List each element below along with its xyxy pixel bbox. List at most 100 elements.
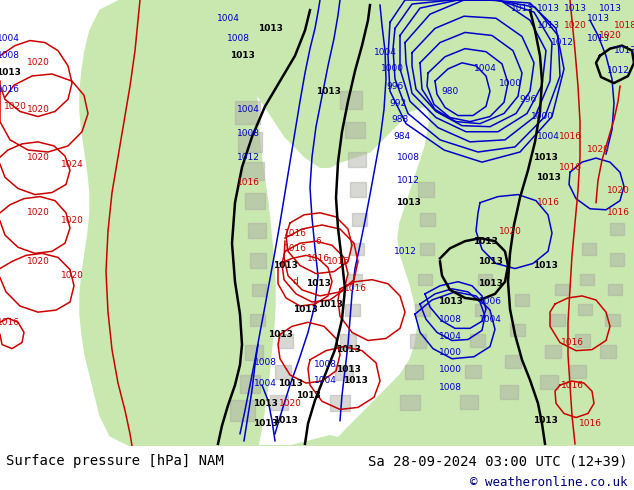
Bar: [418, 182, 434, 196]
Text: 1012: 1012: [394, 247, 417, 256]
Text: 1013: 1013: [292, 305, 318, 314]
Text: 1013: 1013: [437, 297, 462, 307]
Bar: [405, 365, 423, 379]
Bar: [350, 182, 366, 196]
Text: 1013: 1013: [342, 375, 368, 385]
Bar: [505, 355, 521, 368]
Text: 1004: 1004: [479, 315, 501, 324]
Bar: [570, 365, 586, 378]
Text: 1013: 1013: [273, 261, 297, 270]
Text: 1013: 1013: [533, 261, 557, 270]
Bar: [275, 365, 291, 379]
Text: 1013: 1013: [586, 14, 609, 23]
Bar: [475, 304, 489, 316]
Text: 1004: 1004: [236, 105, 259, 114]
Text: 1016: 1016: [536, 198, 559, 207]
Bar: [610, 223, 624, 235]
Text: 1020: 1020: [27, 257, 49, 266]
Bar: [330, 395, 350, 412]
Polygon shape: [210, 0, 275, 446]
Text: 1013: 1013: [614, 46, 634, 55]
Text: 1013: 1013: [306, 279, 330, 288]
Bar: [410, 334, 426, 347]
Text: 1012: 1012: [236, 152, 259, 162]
Text: 1000: 1000: [498, 78, 522, 88]
Bar: [230, 400, 255, 420]
Bar: [340, 335, 356, 348]
Text: 1008: 1008: [439, 383, 462, 392]
Text: 1004: 1004: [439, 332, 462, 341]
Text: 1013: 1013: [533, 416, 557, 425]
Text: 1020: 1020: [598, 31, 621, 40]
Bar: [545, 344, 561, 358]
Text: Surface pressure [hPa] NAM: Surface pressure [hPa] NAM: [6, 454, 224, 468]
Text: © weatheronline.co.uk: © weatheronline.co.uk: [470, 476, 628, 489]
Text: 1006: 1006: [479, 297, 501, 307]
Bar: [605, 314, 620, 326]
Bar: [345, 122, 365, 138]
Text: 1013: 1013: [598, 3, 621, 13]
Bar: [352, 213, 367, 226]
Text: 1016: 1016: [0, 85, 20, 94]
Bar: [252, 284, 266, 296]
Text: 1013: 1013: [536, 3, 559, 13]
Bar: [240, 375, 260, 393]
Text: 1013: 1013: [295, 391, 320, 400]
Bar: [235, 101, 260, 123]
Bar: [608, 284, 622, 295]
Bar: [500, 385, 518, 399]
Bar: [555, 284, 569, 295]
Bar: [348, 273, 362, 286]
Bar: [250, 253, 266, 268]
Bar: [470, 335, 485, 346]
Text: 1004: 1004: [474, 64, 496, 74]
Text: 1016: 1016: [327, 257, 349, 266]
Text: 1000: 1000: [439, 348, 462, 357]
Text: 992: 992: [389, 99, 406, 108]
Bar: [245, 193, 265, 209]
Bar: [242, 162, 264, 180]
Text: 1016: 1016: [559, 163, 581, 172]
Text: 1013: 1013: [318, 299, 342, 309]
Text: 1008: 1008: [439, 315, 462, 324]
Bar: [340, 91, 362, 109]
Text: 1008: 1008: [0, 51, 20, 60]
Bar: [510, 324, 525, 337]
Text: 1000: 1000: [380, 64, 403, 74]
Bar: [248, 223, 266, 238]
Text: 1013: 1013: [396, 198, 420, 207]
Bar: [418, 273, 432, 285]
Text: 1012: 1012: [550, 38, 573, 47]
Text: Sa 28-09-2024 03:00 UTC (12+39): Sa 28-09-2024 03:00 UTC (12+39): [368, 454, 628, 468]
Text: 1018: 1018: [614, 21, 634, 30]
Text: 1004: 1004: [314, 375, 337, 385]
Text: 1020: 1020: [61, 271, 84, 280]
Text: 1013: 1013: [273, 416, 297, 425]
Text: 1004: 1004: [373, 48, 396, 57]
Text: 1016: 1016: [0, 318, 20, 327]
Text: 1013: 1013: [536, 173, 560, 182]
Bar: [578, 304, 592, 315]
Text: 1008: 1008: [226, 34, 250, 43]
Bar: [582, 243, 596, 255]
Text: 1004: 1004: [536, 132, 559, 141]
Text: 1008: 1008: [236, 129, 259, 138]
Bar: [348, 152, 366, 167]
Text: 1013: 1013: [477, 257, 502, 266]
Text: 1020: 1020: [4, 102, 27, 111]
Text: 1016: 1016: [283, 244, 306, 253]
Text: 1004: 1004: [254, 379, 276, 388]
Text: 1016: 1016: [607, 208, 630, 218]
Bar: [335, 365, 353, 380]
Text: 1013: 1013: [257, 24, 282, 33]
Text: 1013: 1013: [510, 3, 533, 13]
Text: 1008: 1008: [396, 152, 420, 162]
Bar: [245, 344, 263, 360]
Text: 984: 984: [394, 132, 411, 141]
Bar: [238, 132, 262, 152]
Text: 1013: 1013: [477, 279, 502, 288]
Text: 1004: 1004: [217, 14, 240, 23]
Bar: [415, 304, 430, 316]
Text: 1004: 1004: [0, 34, 20, 43]
Text: 1016: 1016: [344, 284, 366, 294]
